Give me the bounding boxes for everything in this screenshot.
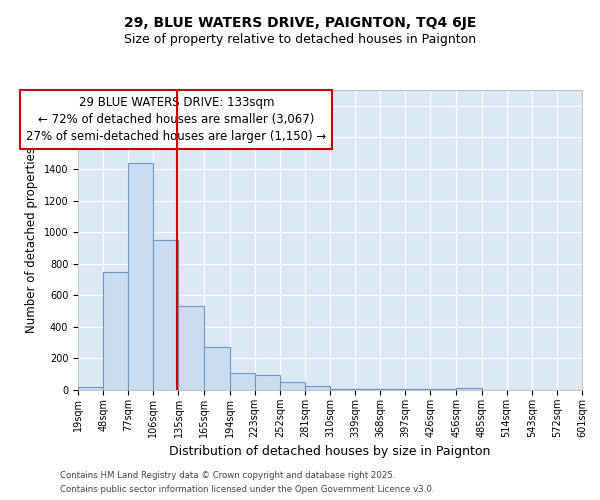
Text: Size of property relative to detached houses in Paignton: Size of property relative to detached ho… xyxy=(124,34,476,46)
Y-axis label: Number of detached properties: Number of detached properties xyxy=(25,147,38,333)
Bar xyxy=(406,389,430,390)
Bar xyxy=(305,386,330,390)
Bar xyxy=(430,389,457,390)
Bar xyxy=(254,375,280,390)
Text: Contains HM Land Registry data © Crown copyright and database right 2025.: Contains HM Land Registry data © Crown c… xyxy=(60,472,395,480)
X-axis label: Distribution of detached houses by size in Paignton: Distribution of detached houses by size … xyxy=(169,446,491,458)
Bar xyxy=(457,388,482,390)
Bar xyxy=(154,240,178,390)
Bar xyxy=(103,272,128,390)
Text: 29 BLUE WATERS DRIVE: 133sqm
← 72% of detached houses are smaller (3,067)
27% of: 29 BLUE WATERS DRIVE: 133sqm ← 72% of de… xyxy=(26,96,326,143)
Bar xyxy=(330,389,355,390)
Bar xyxy=(205,348,230,390)
Bar xyxy=(380,389,406,390)
Text: Contains public sector information licensed under the Open Government Licence v3: Contains public sector information licen… xyxy=(60,484,434,494)
Bar xyxy=(178,306,205,390)
Bar xyxy=(128,162,154,390)
Bar xyxy=(78,387,103,390)
Bar xyxy=(355,389,380,390)
Text: 29, BLUE WATERS DRIVE, PAIGNTON, TQ4 6JE: 29, BLUE WATERS DRIVE, PAIGNTON, TQ4 6JE xyxy=(124,16,476,30)
Bar xyxy=(230,374,254,390)
Bar xyxy=(280,382,305,390)
